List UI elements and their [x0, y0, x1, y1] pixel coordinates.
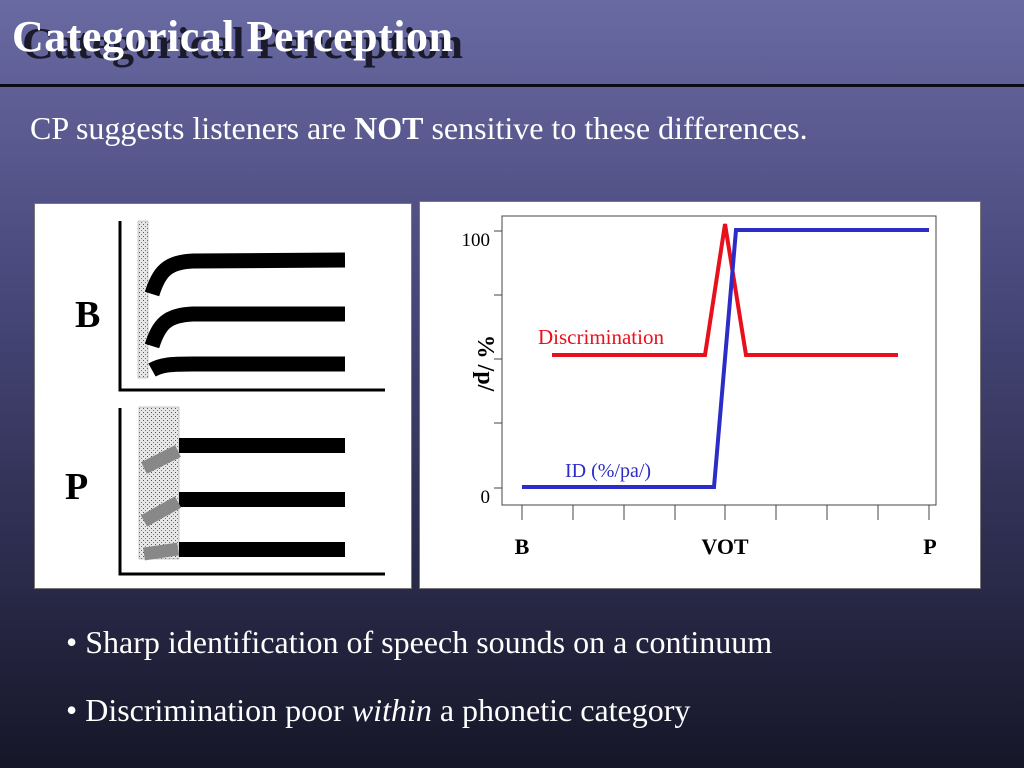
bullet-item: • Sharp identification of speech sounds … — [66, 620, 772, 688]
b-formant-2 — [144, 306, 345, 349]
bullet-text-post: a phonetic category — [431, 692, 691, 728]
bullet-text-emphasis: within — [351, 692, 432, 728]
bullet-list: • Sharp identification of speech sounds … — [66, 620, 772, 756]
y-tick-label-100: 100 — [462, 230, 491, 251]
formant-figure-panel: B P — [34, 203, 412, 589]
p-formant-2 — [179, 492, 345, 507]
subtitle-text-pre: CP suggests listeners are — [30, 110, 355, 146]
x-label-b: B — [515, 534, 530, 559]
bullet-text-pre: Sharp identification of speech sounds on… — [85, 624, 773, 660]
b-axes — [118, 221, 385, 392]
bullet-marker: • — [66, 624, 78, 660]
y-axis-label: % /p/ — [472, 335, 498, 392]
p-axes — [118, 408, 385, 576]
p-transition-2 — [140, 496, 182, 527]
slide-title-shadow: Categorical Perception — [22, 19, 464, 68]
identification-line — [522, 228, 929, 489]
identification-series-label: ID (%/pa/) — [565, 460, 651, 482]
x-label-vot: VOT — [701, 534, 749, 559]
cp-chart: 100 0 % /p/ B VOT P Discrimination ID (%… — [462, 215, 937, 559]
p-label: P — [65, 466, 88, 508]
p-noise-bar — [138, 406, 180, 560]
discrimination-series-label: Discrimination — [538, 325, 664, 349]
subtitle-text-post: sensitive to these differences. — [423, 110, 808, 146]
b-formant-3 — [144, 252, 346, 297]
subtitle-emphasis: NOT — [354, 110, 424, 146]
plot-frame — [501, 215, 937, 506]
discrimination-line — [552, 223, 898, 357]
title-divider — [0, 84, 1024, 87]
formant-figure: B P — [65, 220, 385, 576]
b-label: B — [75, 294, 100, 336]
slide-subtitle: CP suggests listeners are NOT sensitive … — [30, 110, 808, 147]
p-formant-1 — [179, 542, 345, 557]
p-transition-3 — [141, 445, 181, 474]
bullet-marker: • — [66, 692, 78, 728]
p-transition-1 — [143, 542, 179, 561]
bullet-item: • Discrimination poor within a phonetic … — [66, 688, 772, 756]
bullet-text-pre: Discrimination poor — [85, 692, 352, 728]
cp-chart-panel: 100 0 % /p/ B VOT P Discrimination ID (%… — [419, 201, 981, 589]
b-formant-1 — [148, 356, 345, 377]
y-tick-label-0: 0 — [481, 487, 491, 508]
title-bar: Categorical Perception Categorical Perce… — [0, 0, 1024, 90]
x-ticks — [521, 505, 930, 520]
slide-title: Categorical Perception — [12, 12, 454, 61]
p-formant-3 — [179, 438, 345, 453]
x-label-p: P — [923, 534, 936, 559]
b-noise-bar — [137, 220, 149, 379]
